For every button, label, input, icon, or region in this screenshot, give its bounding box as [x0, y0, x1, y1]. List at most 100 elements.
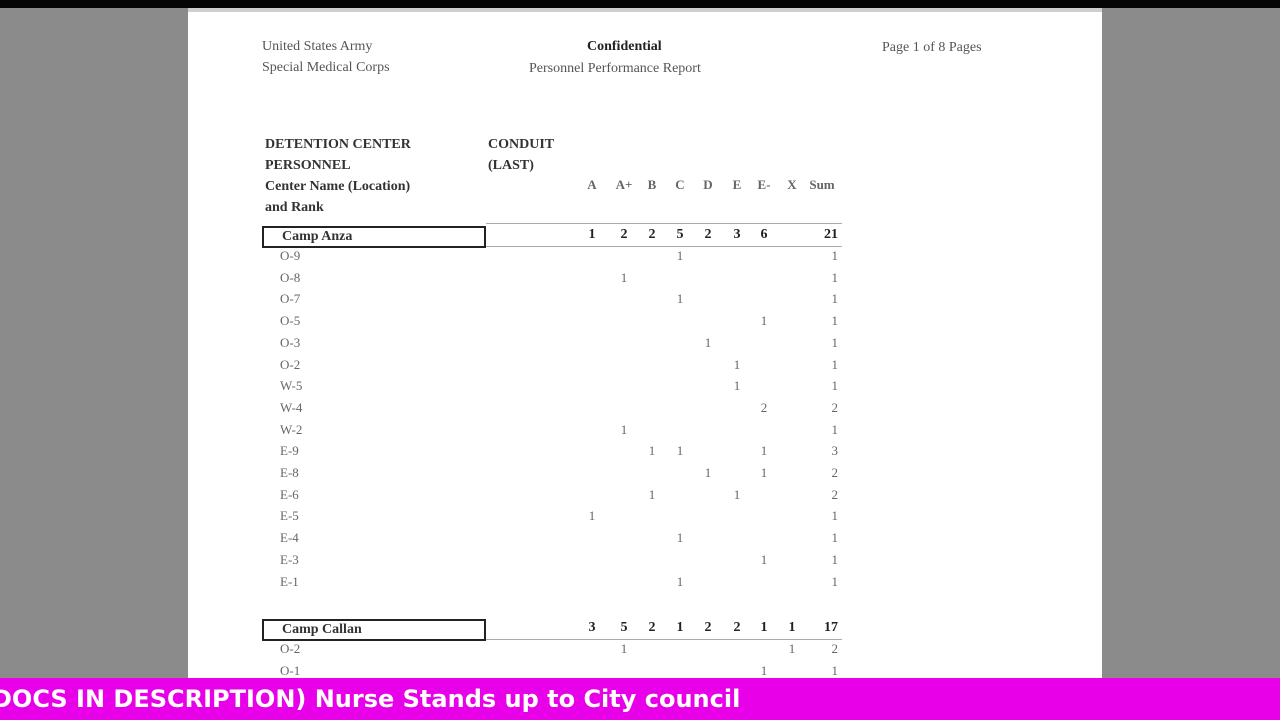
- grade-column-header: A: [587, 177, 597, 192]
- rank-label: O-7: [280, 291, 301, 307]
- table-cell: 1: [831, 662, 839, 678]
- group-total-cell: 2: [648, 227, 656, 242]
- group-total-cell: 2: [620, 227, 628, 242]
- table-cell: 3: [831, 443, 839, 459]
- col1-header-line: PERSONNEL: [265, 158, 351, 173]
- group-total-cell: 5: [620, 620, 628, 635]
- group-total-cell: 2: [733, 620, 741, 635]
- rank-label: O-9: [280, 248, 301, 263]
- grade-column-header: D: [703, 177, 713, 192]
- table-cell: 1: [704, 334, 712, 350]
- header-org: United States Army: [262, 39, 373, 54]
- table-cell: 1: [588, 508, 596, 524]
- rank-label: O-1: [280, 662, 301, 678]
- grade-column-header: X: [787, 177, 797, 192]
- table-cell: 1: [733, 486, 741, 502]
- table-cell: 1: [831, 551, 839, 567]
- header-report-title: Personnel Performance Report: [529, 61, 701, 76]
- table-cell: 1: [831, 269, 839, 285]
- table-cell: 2: [831, 465, 839, 480]
- col2-header-line: (LAST): [488, 158, 534, 173]
- rank-label: O-3: [280, 334, 301, 350]
- table-cell: 1: [760, 465, 768, 480]
- table-cell: 1: [733, 356, 741, 372]
- table-cell: 1: [648, 486, 656, 502]
- table-cell: 1: [831, 248, 839, 263]
- divider: [486, 246, 842, 247]
- table-cell: 1: [733, 378, 741, 394]
- camp-group-label: Camp Anza: [262, 226, 486, 248]
- group-total-cell: 1: [760, 620, 768, 635]
- table-cell: 1: [831, 530, 839, 546]
- grade-column-header: B: [647, 177, 657, 192]
- header-unit: Special Medical Corps: [262, 60, 390, 75]
- rank-label: O-5: [280, 313, 301, 329]
- rank-label: E-6: [280, 486, 299, 502]
- table-cell: 1: [831, 356, 839, 372]
- group-total-cell: 21: [824, 227, 838, 242]
- group-total-cell: 6: [760, 227, 768, 242]
- camp-group-label: Camp Callan: [262, 619, 486, 641]
- group-total-cell: 2: [704, 620, 712, 635]
- header-confidential: Confidential: [587, 39, 662, 54]
- grade-column-header: Sum: [809, 177, 835, 192]
- rank-label: E-9: [280, 443, 299, 459]
- table-cell: 1: [620, 421, 628, 437]
- table-cell: 1: [760, 313, 768, 329]
- table-cell: 1: [831, 421, 839, 437]
- table-cell: 1: [831, 508, 839, 524]
- grade-column-header: A+: [615, 177, 633, 192]
- col2-header-line: CONDUIT: [488, 137, 555, 152]
- column-header-conduit: CONDUIT (LAST): [488, 134, 554, 176]
- col1-header-line: DETENTION CENTER: [265, 137, 411, 152]
- group-total-cell: 3: [733, 227, 741, 242]
- table-cell: 2: [760, 399, 768, 415]
- ticker-banner: DOCS IN DESCRIPTION) Nurse Stands up to …: [0, 678, 1280, 720]
- table-cell: 1: [676, 443, 684, 459]
- table-cell: 2: [831, 641, 839, 656]
- grade-column-header: E-: [757, 177, 771, 192]
- table-cell: 2: [831, 486, 839, 502]
- table-cell: 1: [760, 551, 768, 567]
- table-cell: 1: [676, 573, 684, 589]
- rank-label: E-4: [280, 530, 299, 546]
- rank-label: O-2: [280, 641, 301, 656]
- group-total-cell: 1: [588, 227, 596, 242]
- rank-label: E-3: [280, 551, 299, 567]
- divider: [486, 639, 842, 640]
- rank-label: W-4: [280, 399, 303, 415]
- col1-header-line: and Rank: [265, 200, 324, 215]
- rank-label: E-8: [280, 465, 299, 480]
- document-page: [188, 8, 1102, 688]
- table-cell: 1: [676, 248, 684, 263]
- table-cell: 1: [676, 530, 684, 546]
- table-cell: 1: [676, 291, 684, 307]
- table-cell: 1: [620, 641, 628, 656]
- table-cell: 2: [831, 399, 839, 415]
- group-total-cell: 1: [676, 620, 684, 635]
- page-indicator: Page 1 of 8 Pages: [882, 40, 982, 55]
- grade-column-header: E: [732, 177, 742, 192]
- table-cell: 1: [760, 443, 768, 459]
- group-total-cell: 2: [704, 227, 712, 242]
- group-total-cell: 2: [648, 620, 656, 635]
- table-cell: 1: [760, 662, 768, 678]
- table-cell: 1: [704, 465, 712, 480]
- column-header-personnel: DETENTION CENTER PERSONNEL Center Name (…: [265, 134, 411, 218]
- table-cell: 1: [788, 641, 796, 656]
- ticker-text: DOCS IN DESCRIPTION) Nurse Stands up to …: [0, 685, 741, 713]
- group-total-cell: 17: [824, 620, 838, 635]
- group-total-cell: 3: [588, 620, 596, 635]
- col1-header-line: Center Name (Location): [265, 179, 411, 194]
- table-cell: 1: [831, 313, 839, 329]
- grade-column-header: C: [675, 177, 685, 192]
- table-cell: 1: [648, 443, 656, 459]
- rank-label: W-2: [280, 421, 303, 437]
- divider: [486, 223, 842, 224]
- table-cell: 1: [831, 291, 839, 307]
- table-cell: 1: [620, 269, 628, 285]
- rank-label: O-2: [280, 356, 301, 372]
- table-cell: 1: [831, 573, 839, 589]
- rank-label: E-5: [280, 508, 299, 524]
- table-cell: 1: [831, 334, 839, 350]
